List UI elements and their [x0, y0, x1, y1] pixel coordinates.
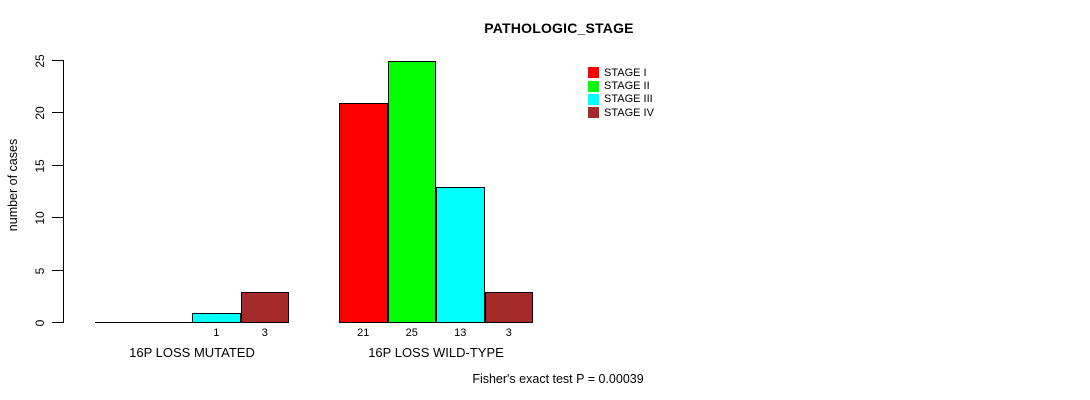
legend-label: STAGE IV — [604, 106, 654, 119]
legend-swatch-icon — [588, 107, 599, 119]
legend-item-stage-i: STAGE I — [588, 66, 654, 79]
legend-item-stage-iii: STAGE III — [588, 93, 654, 106]
legend-label: STAGE III — [604, 93, 653, 106]
y-tick-label: 0 — [33, 319, 47, 327]
bar-value-label: 3 — [505, 327, 512, 339]
y-tick — [52, 112, 63, 113]
group-label-16p-loss-mutated: 16P LOSS MUTATED — [129, 345, 255, 360]
y-tick-label: 25 — [33, 54, 47, 68]
y-tick — [52, 60, 63, 61]
bar-value-label: 13 — [454, 327, 467, 339]
y-tick-label: 10 — [33, 211, 47, 225]
bar-stage-iii-16p-loss-wild-type — [436, 186, 485, 323]
legend-item-stage-iv: STAGE IV — [588, 106, 654, 119]
bar-value-label: 25 — [405, 327, 418, 339]
legend-label: STAGE II — [604, 80, 650, 93]
bar-stage-ii-16p-loss-mutated-zero — [143, 322, 193, 323]
bar-stage-i-16p-loss-wild-type — [339, 102, 388, 323]
y-tick — [52, 322, 63, 323]
bar-stage-iv-16p-loss-wild-type — [484, 291, 533, 323]
legend-item-stage-ii: STAGE II — [588, 79, 654, 92]
legend-swatch-icon — [588, 80, 599, 92]
y-tick-label: 20 — [33, 106, 47, 120]
bar-value-label: 21 — [357, 327, 370, 339]
legend-swatch-icon — [588, 93, 599, 105]
group-label-16p-loss-wild-type: 16P LOSS WILD-TYPE — [368, 345, 504, 360]
chart-title: PATHOLOGIC_STAGE — [484, 20, 634, 36]
bar-stage-iv-16p-loss-mutated — [240, 291, 289, 323]
y-tick — [52, 165, 63, 166]
bar-stage-iii-16p-loss-mutated — [192, 312, 241, 323]
y-tick — [52, 270, 63, 271]
legend-swatch-icon — [588, 67, 599, 79]
legend-label: STAGE I — [604, 66, 647, 79]
y-tick — [52, 217, 63, 218]
y-axis-line — [63, 60, 64, 323]
y-tick-label: 15 — [33, 159, 47, 173]
legend: STAGE I STAGE II STAGE III STAGE IV — [588, 66, 654, 120]
y-tick-label: 5 — [33, 267, 47, 275]
bar-stage-ii-16p-loss-wild-type — [387, 60, 436, 323]
y-axis-label: number of cases — [6, 138, 20, 232]
bar-value-label: 1 — [213, 327, 220, 339]
bar-value-label: 3 — [261, 327, 268, 339]
fisher-test-annotation: Fisher's exact test P = 0.00039 — [472, 372, 644, 386]
bar-stage-i-16p-loss-mutated-zero — [95, 322, 145, 323]
